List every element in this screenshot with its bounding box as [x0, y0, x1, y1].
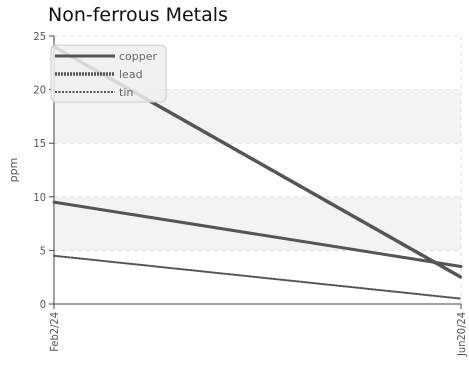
plot-background-bands [54, 89, 461, 251]
legend-label-tin: tin [119, 86, 133, 99]
legend-box [50, 44, 167, 103]
series-line-copper [52, 200, 463, 268]
plot-band [54, 196, 461, 251]
y-tick-label: 5 [40, 244, 46, 257]
y-tick-label: 15 [33, 137, 46, 150]
y-tick-label: 25 [33, 30, 46, 43]
y-tick-label: 10 [33, 191, 46, 204]
axes: 0 5 10 15 20 25 Feb2/24 Jun20/24 ppm [7, 30, 468, 357]
y-tick-label: 0 [40, 298, 46, 311]
chart-title: Non-ferrous Metals [48, 4, 228, 26]
series-line-tin [53, 254, 462, 300]
legend: copper lead tin [50, 44, 167, 103]
legend-label-copper: copper [119, 50, 158, 63]
x-tick-label: Jun20/24 [455, 312, 468, 357]
legend-label-lead: lead [119, 68, 143, 81]
x-tick-label: Feb2/24 [48, 312, 61, 352]
y-axis-label: ppm [7, 158, 20, 183]
grid-lines [53, 35, 462, 304]
y-tick-label: 20 [33, 84, 46, 97]
